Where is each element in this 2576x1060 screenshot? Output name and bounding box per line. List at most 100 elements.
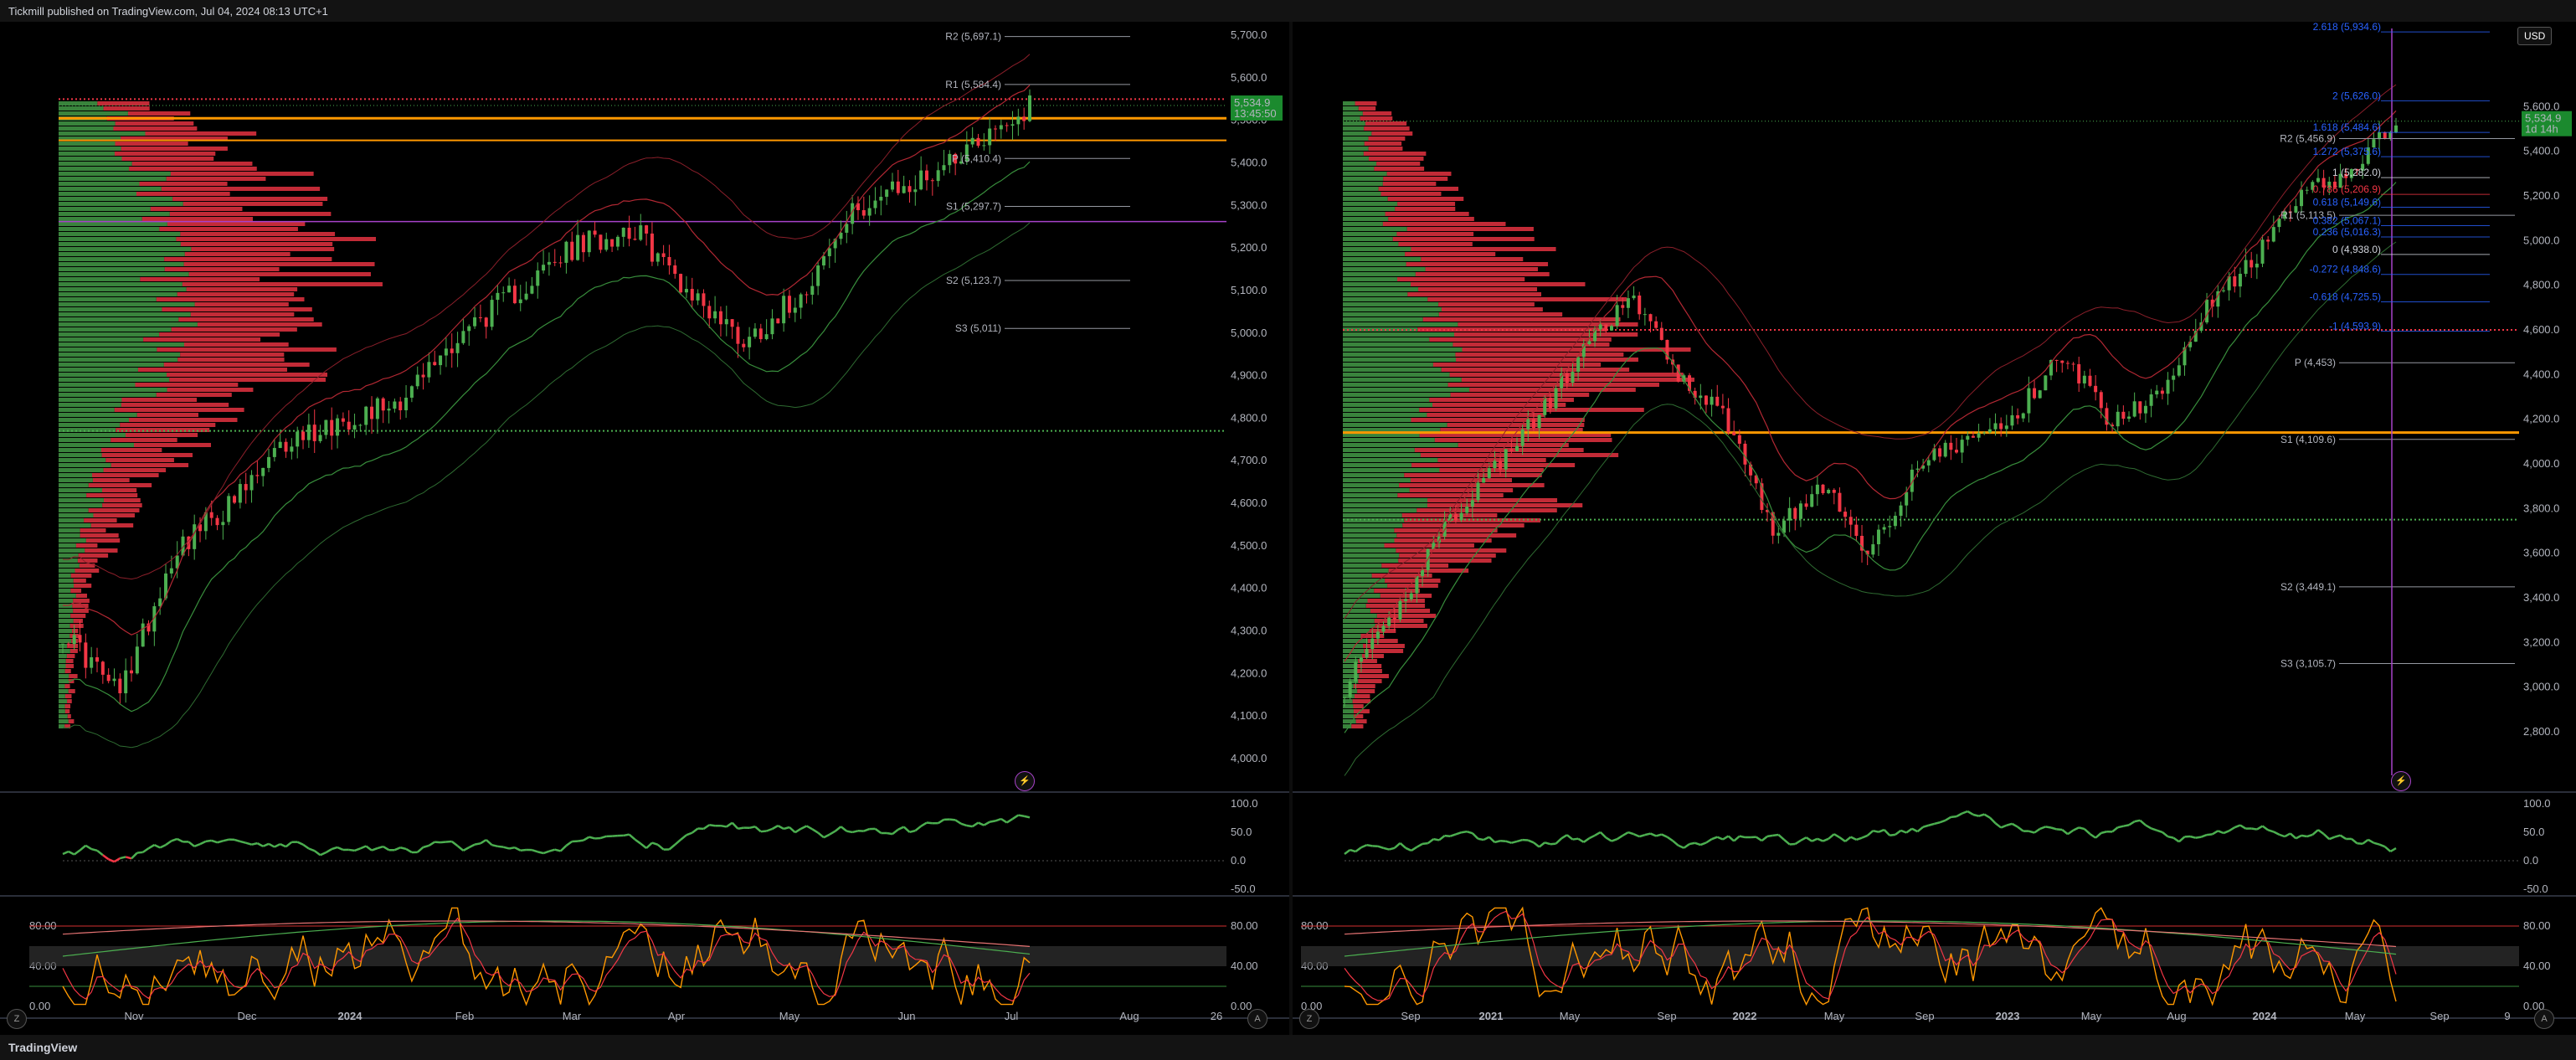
- rsi-line-segment: [1611, 838, 1618, 842]
- left-chart-svg[interactable]: 5,700.05,600.05,500.05,400.05,300.05,200…: [0, 22, 1289, 1035]
- volume-profile-bar: [1409, 488, 1514, 492]
- volume-profile-bar: [1343, 383, 1448, 387]
- volume-profile-bar: [1343, 458, 1438, 462]
- candle-body: [2233, 276, 2237, 287]
- volume-profile-bar: [73, 579, 86, 583]
- volume-profile-bar: [1419, 408, 1644, 412]
- price-tick-label: 4,000.0: [2523, 457, 2559, 470]
- volume-profile-bar: [1364, 649, 1404, 653]
- candle-body: [2193, 331, 2198, 342]
- volume-profile-bar: [66, 654, 75, 658]
- left-chart-pane[interactable]: 5,700.05,600.05,500.05,400.05,300.05,200…: [0, 22, 1289, 1035]
- left-goto-realtime-icon[interactable]: ⚡: [1015, 771, 1035, 791]
- right-goto-realtime-icon[interactable]: ⚡: [2391, 771, 2411, 791]
- price-tick-label: 3,400.0: [2523, 591, 2559, 604]
- fib-level-label: -0.618 (4,725.5): [2310, 291, 2381, 303]
- rsi-line-segment: [1678, 844, 1684, 849]
- right-chart-pane[interactable]: 5,600.0 5,400.0 5,200.0 5,000.0 4,800.0 4,600…: [1293, 22, 2576, 1035]
- rsi-line-segment: [977, 821, 985, 826]
- volume-profile-bar: [86, 493, 138, 497]
- volume-profile-bar: [1398, 242, 1473, 246]
- volume-profile-bar: [1343, 262, 1406, 266]
- rsi-line-segment: [2034, 827, 2041, 834]
- candle-body: [2033, 388, 2037, 399]
- rsi-line-segment: [68, 850, 75, 856]
- rsi-line-segment: [1023, 815, 1031, 819]
- candle-body: [1943, 442, 1947, 457]
- volume-profile-bar: [59, 322, 198, 327]
- volume-profile-bar: [85, 548, 118, 553]
- candle-body: [1971, 435, 1975, 438]
- candle-body: [599, 234, 603, 250]
- candle-body: [1504, 449, 1508, 470]
- rsi-line-segment: [1627, 831, 1634, 836]
- volume-profile-bar: [59, 162, 132, 166]
- right-chart-svg[interactable]: 5,600.0 5,400.0 5,200.0 5,000.0 4,800.0 4,600…: [1293, 22, 2576, 1035]
- volume-profile-bar: [1414, 448, 1584, 452]
- rsi-line-segment: [1427, 838, 1435, 845]
- volume-profile-bar: [59, 443, 134, 447]
- rsi-line-segment: [2078, 826, 2085, 831]
- volume-profile-bar: [59, 187, 162, 191]
- rsi-line-segment: [1516, 838, 1523, 843]
- price-tick-label: 4,100.0: [1231, 709, 1267, 722]
- candle-body: [1704, 395, 1708, 405]
- volume-profile-bar: [1343, 589, 1375, 593]
- candle-body: [2255, 263, 2259, 268]
- candle-body: [1615, 305, 1619, 327]
- volume-profile-bar: [59, 347, 157, 352]
- currency-button[interactable]: USD: [2517, 27, 2553, 45]
- volume-profile-bar: [59, 518, 85, 522]
- candle-body: [1609, 326, 1613, 331]
- left-auto-scale-icon[interactable]: A: [1247, 1009, 1267, 1029]
- rsi-line-segment: [1366, 844, 1373, 847]
- rsi-line-segment: [440, 841, 447, 844]
- rsi-line-segment: [1483, 836, 1490, 841]
- rsi-line-segment: [1383, 846, 1390, 851]
- candle-body: [936, 170, 940, 182]
- rsi-line-segment: [1972, 813, 1979, 817]
- volume-profile-bar: [1371, 131, 1413, 136]
- volume-profile-bar: [1343, 478, 1411, 482]
- candle-body: [696, 293, 700, 301]
- volume-profile-bar: [1354, 694, 1370, 698]
- rsi-line-segment: [554, 848, 561, 852]
- candle-body: [1638, 295, 1642, 315]
- candle-body: [724, 319, 728, 325]
- volume-profile-bar: [190, 312, 295, 316]
- rsi-line-segment: [2050, 826, 2057, 831]
- volume-profile-bar: [1343, 558, 1399, 563]
- volume-profile-bar: [1387, 197, 1464, 201]
- volume-profile-bar: [59, 217, 142, 221]
- volume-profile-bar: [1355, 669, 1382, 673]
- volume-profile-bar: [67, 644, 79, 648]
- rsi-line-segment: [1900, 829, 1907, 834]
- candle-body: [2088, 375, 2092, 386]
- stoch-slow-line-2: [1344, 920, 2397, 948]
- stoch-slow-line-2: [62, 920, 1031, 947]
- volume-profile-bar: [1343, 699, 1353, 703]
- volume-profile-bar: [59, 131, 146, 136]
- volume-profile-bar: [59, 312, 191, 316]
- rsi-line-segment: [2289, 832, 2297, 840]
- candle-body: [639, 225, 643, 240]
- price-tick-label: 4,600.0: [1231, 497, 1267, 509]
- candle-body: [553, 261, 557, 263]
- volume-profile-bar: [59, 699, 68, 703]
- rsi-line-segment: [1983, 813, 1991, 819]
- volume-profile-bar: [156, 393, 232, 397]
- right-zoom-icon[interactable]: Z: [1299, 1009, 1319, 1029]
- volume-profile-bar: [1343, 327, 1418, 332]
- rsi-line-segment: [73, 849, 81, 856]
- candle-body: [954, 153, 958, 164]
- candle-body: [2188, 342, 2193, 347]
- candle-body: [536, 270, 540, 286]
- volume-profile-bar: [157, 347, 337, 352]
- candle-body: [2383, 132, 2387, 139]
- volume-profile-bar: [115, 121, 194, 126]
- left-zoom-icon[interactable]: Z: [7, 1009, 27, 1029]
- right-auto-scale-icon[interactable]: A: [2534, 1009, 2554, 1029]
- candle-body: [1699, 395, 1703, 399]
- rsi-line-segment: [1533, 841, 1540, 848]
- fib-level-label: 2.618 (5,934.6): [2313, 22, 2381, 33]
